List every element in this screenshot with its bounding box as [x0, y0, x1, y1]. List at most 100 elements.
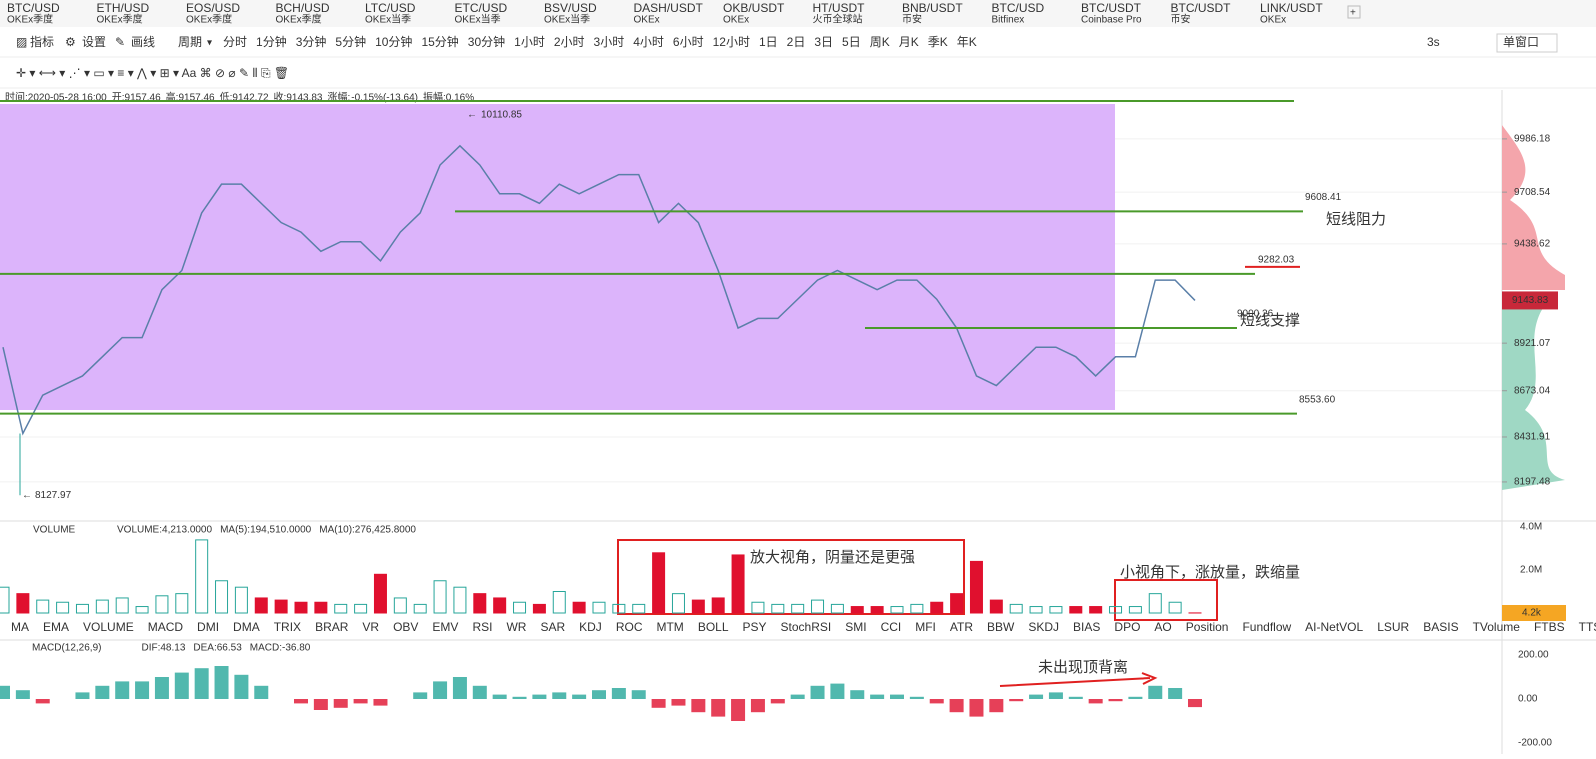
interval[interactable]: 季K: [928, 35, 948, 49]
indicator-tab[interactable]: OBV: [393, 620, 418, 634]
tab-pair[interactable]: BNB/USDT: [902, 1, 963, 15]
interval[interactable]: 1小时: [514, 35, 545, 49]
interval[interactable]: 6小时: [673, 35, 704, 49]
volume-bar: [692, 600, 704, 613]
interval[interactable]: 30分钟: [468, 34, 505, 49]
volume-bar: [871, 607, 883, 613]
interval[interactable]: 1日: [759, 35, 778, 49]
indicator-tab[interactable]: TVolume: [1473, 620, 1521, 634]
indicator-tab[interactable]: MTM: [656, 620, 683, 634]
indicator-tab[interactable]: SKDJ: [1028, 620, 1059, 634]
tab-pair[interactable]: ETC/USD: [455, 1, 508, 15]
interval[interactable]: 10分钟: [375, 34, 412, 49]
interval[interactable]: 15分钟: [421, 34, 458, 49]
tab-exchange: OKEx当季: [544, 13, 590, 26]
interval[interactable]: 3分钟: [296, 34, 327, 49]
indicator-tab[interactable]: MACD: [148, 620, 184, 634]
macd-bar: [195, 668, 209, 699]
indicator-tab[interactable]: EMV: [432, 620, 458, 634]
indicator-tab[interactable]: DMI: [197, 620, 219, 634]
volume-bar: [553, 592, 565, 614]
indicator-tab[interactable]: PSY: [743, 620, 767, 634]
tab-pair[interactable]: ETH/USD: [97, 1, 150, 15]
tab-pair[interactable]: BCH/USD: [276, 1, 330, 15]
indicator-tab[interactable]: KDJ: [579, 620, 602, 634]
indicator-tab[interactable]: FTBS: [1534, 620, 1565, 634]
indicator-tab[interactable]: VR: [362, 620, 379, 634]
interval[interactable]: 5日: [842, 35, 861, 49]
indicator-btn[interactable]: 指标: [30, 34, 54, 49]
indicator-tab[interactable]: BASIS: [1423, 620, 1458, 634]
interval[interactable]: 周K: [870, 35, 890, 49]
macd-bar: [1049, 692, 1063, 699]
volume-bar: [831, 604, 843, 613]
interval[interactable]: 3日: [814, 35, 833, 49]
indicator-tab[interactable]: BRAR: [315, 620, 349, 634]
tab-exchange: OKEx: [723, 15, 749, 26]
interval[interactable]: 分时: [223, 35, 247, 49]
interval[interactable]: 2小时: [554, 35, 585, 49]
tab-pair[interactable]: LTC/USD: [365, 1, 416, 15]
indicator-tab[interactable]: BOLL: [698, 620, 729, 634]
indicator-tab[interactable]: RSI: [472, 620, 492, 634]
indicator-tab[interactable]: WR: [506, 620, 526, 634]
indicator-tab[interactable]: ROC: [616, 620, 643, 634]
indicator-tab[interactable]: LSUR: [1377, 620, 1409, 634]
tab-pair[interactable]: BTC/USDT: [1171, 1, 1232, 15]
indicator-tab[interactable]: MFI: [915, 620, 936, 634]
indicator-tab[interactable]: Position: [1186, 620, 1229, 634]
interval[interactable]: 1分钟: [256, 34, 287, 49]
tab-pair[interactable]: BTC/USD: [7, 1, 60, 15]
indicator-tab[interactable]: ATR: [950, 620, 973, 634]
refresh[interactable]: 3s: [1427, 35, 1440, 49]
indicator-tab[interactable]: CCI: [881, 620, 902, 634]
tab-exchange: OKEx当季: [365, 13, 411, 26]
tab-pair[interactable]: EOS/USD: [186, 1, 240, 15]
indicator-tab[interactable]: BBW: [987, 620, 1015, 634]
draw-tools[interactable]: ✛ ▾ ⟷ ▾ ⋰ ▾ ▭ ▾ ≡ ▾ ⋀ ▾ ⊞ ▾ Aa ⌘ ⊘ ⌀ ✎ ⦀…: [16, 66, 289, 80]
interval[interactable]: 5分钟: [335, 34, 366, 49]
interval[interactable]: 4小时: [633, 35, 664, 49]
macd-bar: [234, 675, 248, 699]
macd-bar: [354, 699, 368, 703]
indicator-tab[interactable]: EMA: [43, 620, 69, 634]
macd-bar: [771, 699, 785, 703]
tab-pair[interactable]: OKB/USDT: [723, 1, 785, 15]
indicator-tab[interactable]: StochRSI: [781, 620, 832, 634]
interval[interactable]: 3小时: [594, 35, 625, 49]
volume-bar: [494, 598, 506, 613]
interval[interactable]: 月K: [899, 35, 919, 49]
macd-bar: [1009, 699, 1023, 701]
indicator-tab[interactable]: DPO: [1114, 620, 1140, 634]
interval[interactable]: 年K: [957, 35, 977, 49]
indicator-tab[interactable]: BIAS: [1073, 620, 1100, 634]
interval[interactable]: 2日: [787, 35, 806, 49]
draw-btn[interactable]: 画线: [131, 35, 155, 49]
interval[interactable]: 12小时: [713, 35, 750, 49]
indicator-tab[interactable]: AI-NetVOL: [1305, 620, 1363, 634]
indicator-tab[interactable]: MA: [11, 620, 29, 634]
indicator-tab[interactable]: AO: [1154, 620, 1171, 634]
tab-pair[interactable]: HT/USDT: [813, 1, 866, 15]
volume-bar: [1149, 594, 1161, 613]
indicator-tab[interactable]: TRIX: [274, 620, 301, 634]
tab-pair[interactable]: BTC/USDT: [1081, 1, 1142, 15]
indicator-tab[interactable]: SAR: [540, 620, 565, 634]
indicator-tab[interactable]: SMI: [845, 620, 866, 634]
tab-pair[interactable]: BSV/USD: [544, 1, 597, 15]
indicator-tab[interactable]: DMA: [233, 620, 260, 634]
annotation: 未出现顶背离: [1038, 659, 1128, 676]
indicator-tab[interactable]: VOLUME: [83, 620, 134, 634]
settings-btn[interactable]: 设置: [82, 35, 106, 49]
indicator-tab[interactable]: TTSI: [1579, 620, 1596, 634]
tab-exchange: OKEx: [634, 15, 660, 26]
indicator-tab[interactable]: Fundflow: [1242, 620, 1291, 634]
indicator-btn[interactable]: ▨: [16, 35, 27, 49]
tab-pair[interactable]: LINK/USDT: [1260, 1, 1323, 15]
tab-pair[interactable]: BTC/USD: [992, 1, 1045, 15]
volume-bar: [653, 553, 665, 613]
last-price: 9143.83: [1512, 295, 1549, 306]
tab-pair[interactable]: DASH/USDT: [634, 1, 704, 15]
volume-bar: [196, 540, 208, 613]
period-btn[interactable]: 周期: [178, 35, 202, 49]
